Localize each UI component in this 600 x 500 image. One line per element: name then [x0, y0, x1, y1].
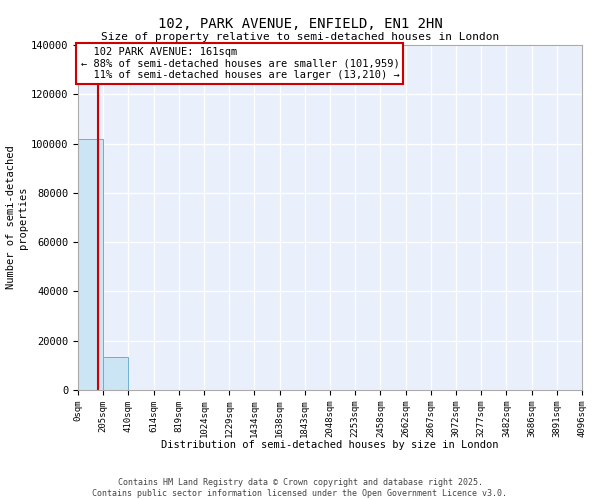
Bar — [103, 358, 128, 390]
Text: Contains HM Land Registry data © Crown copyright and database right 2025.
Contai: Contains HM Land Registry data © Crown c… — [92, 478, 508, 498]
Text: 102 PARK AVENUE: 161sqm
← 88% of semi-detached houses are smaller (101,959)
  11: 102 PARK AVENUE: 161sqm ← 88% of semi-de… — [80, 46, 399, 80]
X-axis label: Distribution of semi-detached houses by size in London: Distribution of semi-detached houses by … — [161, 440, 499, 450]
Text: Size of property relative to semi-detached houses in London: Size of property relative to semi-detach… — [101, 32, 499, 42]
Y-axis label: Number of semi-detached
properties: Number of semi-detached properties — [7, 146, 28, 290]
Text: 102, PARK AVENUE, ENFIELD, EN1 2HN: 102, PARK AVENUE, ENFIELD, EN1 2HN — [158, 18, 442, 32]
Bar — [78, 138, 103, 390]
